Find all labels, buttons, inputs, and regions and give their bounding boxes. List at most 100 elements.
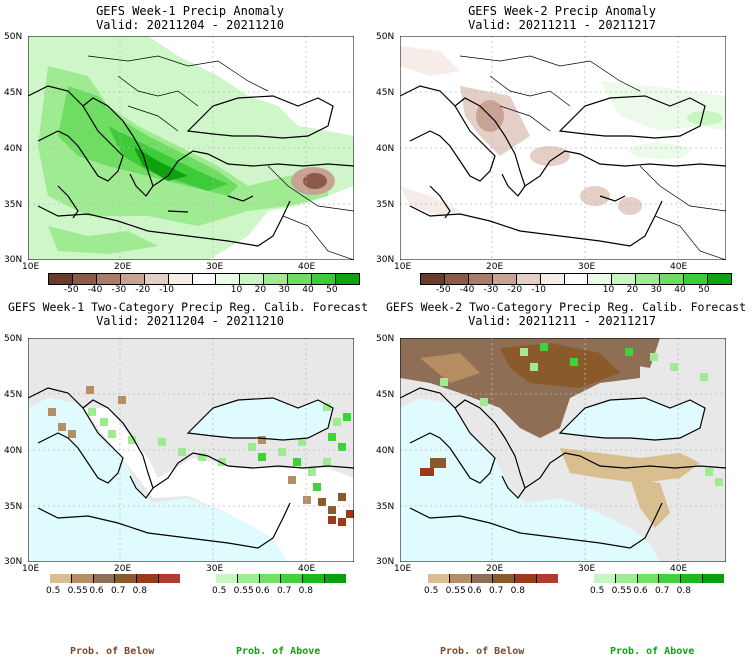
colorbar-swatch	[493, 574, 516, 583]
panel4-valid: Valid: 20211211 - 20211217	[468, 314, 656, 328]
colorbar-tick-label: 0.55	[233, 586, 254, 596]
colorbar-swatch	[428, 574, 450, 583]
colorbar-swatch	[615, 574, 638, 583]
anomaly-colorbar-1	[48, 273, 360, 285]
colorbar-swatch	[594, 574, 616, 583]
colorbar-tick-label: 0.7	[277, 586, 292, 596]
colorbar-tick-label: 0.6	[89, 586, 104, 596]
colorbar-tick-label: 20	[626, 285, 639, 295]
colorbar-swatch	[471, 574, 494, 583]
colorbar-swatch	[50, 574, 72, 583]
colorbar-swatch	[537, 574, 558, 583]
colorbar-tick-label: 0.55	[67, 586, 88, 596]
colorbar-swatch	[264, 274, 289, 284]
colorbar-tick-label: 40	[302, 285, 314, 295]
colorbar-swatch	[281, 574, 304, 583]
colorbar-swatch	[71, 574, 94, 583]
colorbar-tick-label: -20	[135, 285, 151, 295]
below-colorbar-2	[428, 574, 558, 583]
colorbar-swatch	[159, 574, 180, 583]
panel3-valid: Valid: 20211204 - 20211210	[96, 314, 284, 328]
colorbar-tick-label: 0.6	[467, 586, 482, 596]
colorbar-tick-label: 50	[326, 285, 338, 295]
colorbar-tick-label: 0.7	[655, 586, 670, 596]
colorbar-tick-label: 40	[674, 285, 686, 295]
map-week1-anomaly	[28, 36, 354, 260]
colorbar-tick-label: 0.8	[132, 586, 147, 596]
colorbar-swatch	[216, 574, 238, 583]
map-week2-anomaly	[400, 36, 726, 260]
colorbar-swatch	[659, 574, 682, 583]
colorbar-swatch	[660, 274, 685, 284]
footer-above-label-1: Prob. of Above	[236, 646, 321, 657]
colorbar-tick-label: 0.55	[445, 586, 466, 596]
colorbar-swatch	[49, 274, 73, 284]
colorbar-swatch	[684, 274, 709, 284]
footer-above-label-2: Prob. of Above	[610, 646, 695, 657]
anomaly-colorbar-2	[420, 273, 732, 285]
colorbar-tick-label: 0.6	[255, 586, 270, 596]
colorbar-swatch	[237, 574, 260, 583]
colorbar-swatch	[444, 274, 469, 284]
colorbar-swatch	[468, 274, 493, 284]
colorbar-swatch	[612, 274, 637, 284]
colorbar-swatch	[216, 274, 241, 284]
colorbar-swatch	[540, 274, 565, 284]
colorbar-tick-label: 30	[650, 285, 662, 295]
colorbar-tick-label: 0.8	[298, 586, 313, 596]
panel4-title: GEFS Week-2 Two-Category Precip Reg. Cal…	[385, 300, 747, 314]
colorbar-swatch	[192, 274, 217, 284]
colorbar-tick-label: 0.5	[590, 586, 605, 596]
footer-below-label-2: Prob. of Below	[440, 646, 525, 657]
colorbar-tick-label: 0.5	[46, 586, 61, 596]
map-week1-probability	[28, 338, 354, 562]
colorbar-swatch	[449, 574, 472, 583]
colorbar-tick-label: 10	[230, 285, 243, 295]
colorbar-swatch	[336, 274, 359, 284]
colorbar-tick-label: -10	[159, 285, 174, 295]
colorbar-swatch	[72, 274, 97, 284]
colorbar-tick-label: 0.55	[611, 586, 632, 596]
colorbar-tick-label: -50	[435, 285, 451, 295]
colorbar-tick-label: 20	[254, 285, 267, 295]
below-colorbar-1	[50, 574, 180, 583]
panel3-title: GEFS Week-1 Two-Category Precip Reg. Cal…	[7, 300, 369, 314]
colorbar-swatch	[681, 574, 704, 583]
colorbar-tick-label: 0.8	[510, 586, 525, 596]
colorbar-tick-label: -40	[459, 285, 475, 295]
colorbar-swatch	[303, 574, 326, 583]
colorbar-swatch	[492, 274, 517, 284]
colorbar-swatch	[515, 574, 538, 583]
colorbar-tick-label: -40	[87, 285, 103, 295]
colorbar-swatch	[259, 574, 282, 583]
footer-below-label-1: Prob. of Below	[70, 646, 155, 657]
colorbar-swatch	[325, 574, 346, 583]
colorbar-tick-label: 0.6	[633, 586, 648, 596]
colorbar-swatch	[288, 274, 313, 284]
colorbar-swatch	[115, 574, 138, 583]
colorbar-swatch	[516, 274, 541, 284]
colorbar-swatch	[96, 274, 121, 284]
colorbar-swatch	[703, 574, 724, 583]
colorbar-swatch	[144, 274, 169, 284]
colorbar-swatch	[93, 574, 116, 583]
colorbar-tick-label: 0.5	[212, 586, 227, 596]
colorbar-swatch	[120, 274, 145, 284]
map-week2-probability	[400, 338, 726, 562]
colorbar-swatch	[637, 574, 660, 583]
panel1-title: GEFS Week-1 Precip Anomaly	[96, 4, 284, 18]
colorbar-swatch	[168, 274, 193, 284]
panel2-title: GEFS Week-2 Precip Anomaly	[468, 4, 656, 18]
colorbar-swatch	[137, 574, 160, 583]
colorbar-tick-label: 10	[602, 285, 615, 295]
colorbar-swatch	[708, 274, 731, 284]
colorbar-tick-label: -10	[531, 285, 546, 295]
colorbar-swatch	[421, 274, 445, 284]
above-colorbar-1	[216, 574, 346, 583]
colorbar-tick-label: 30	[278, 285, 290, 295]
colorbar-tick-label: 0.8	[676, 586, 691, 596]
colorbar-tick-label: -50	[63, 285, 79, 295]
colorbar-tick-label: 50	[698, 285, 710, 295]
colorbar-tick-label: 0.7	[111, 586, 126, 596]
colorbar-tick-label: -30	[111, 285, 127, 295]
